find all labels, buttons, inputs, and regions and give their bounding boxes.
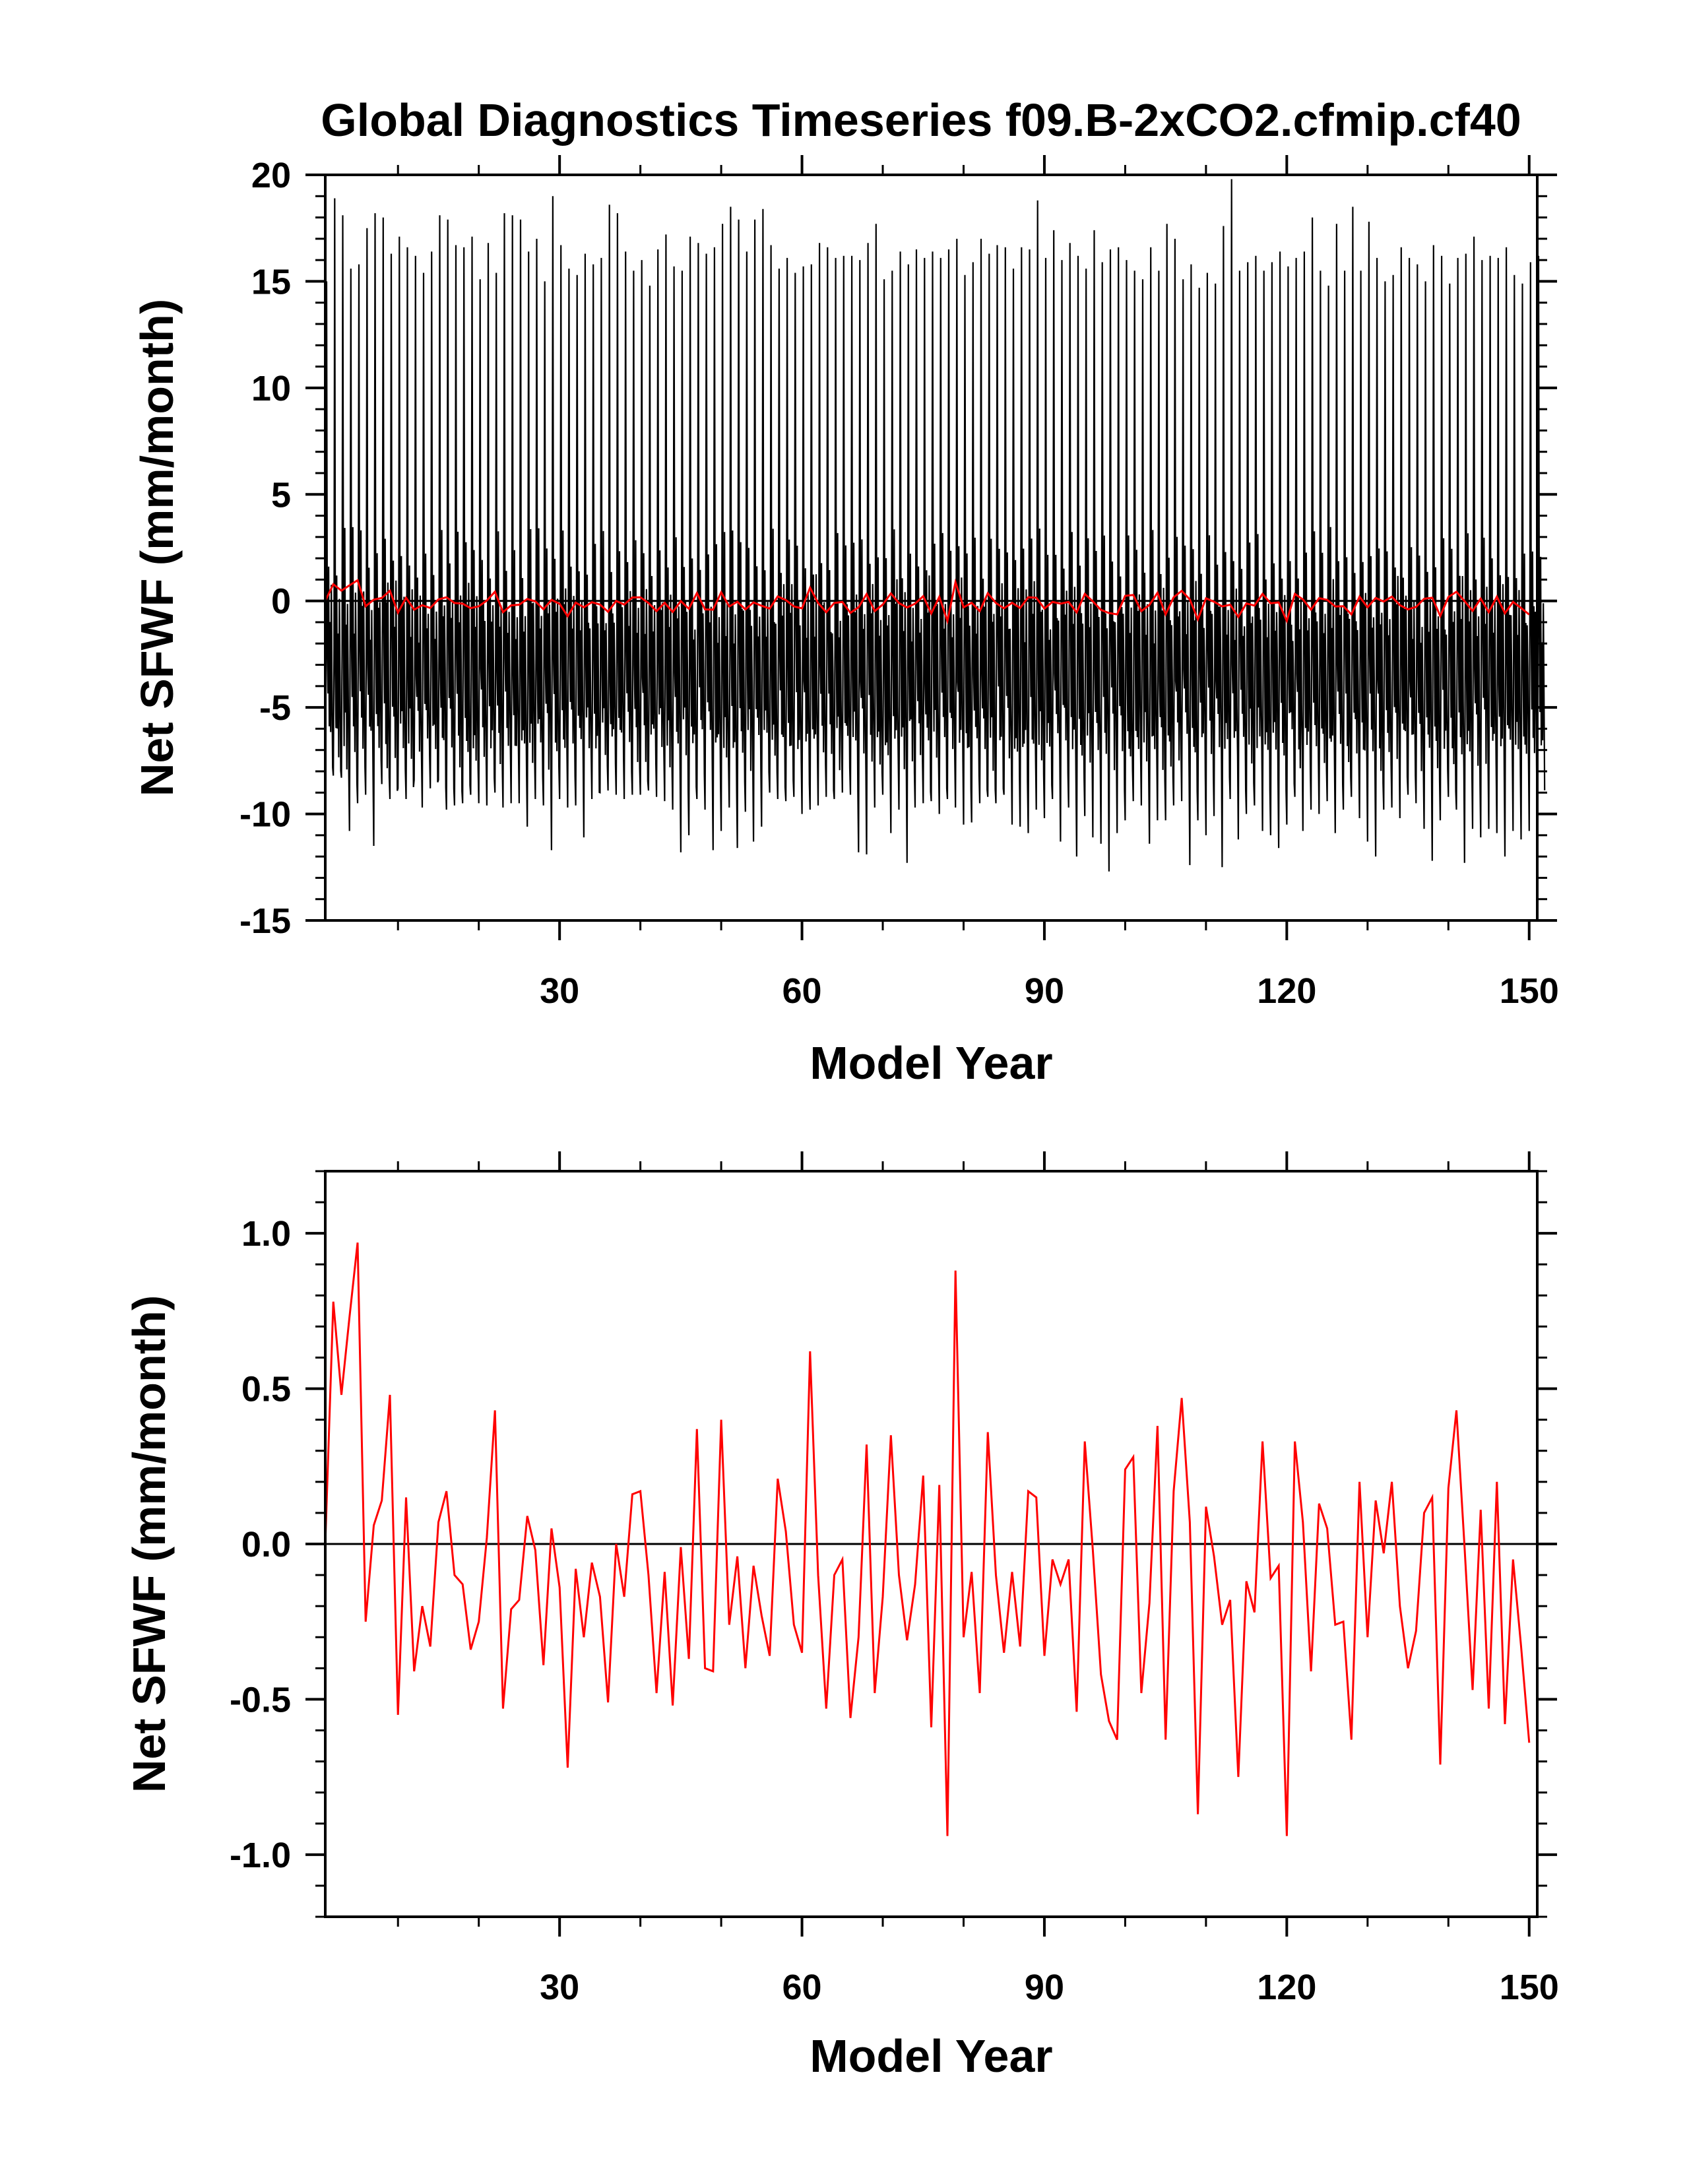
x-tick-label: 60	[782, 971, 822, 1011]
y-tick-label: 15	[251, 262, 291, 302]
x-tick-label: 30	[540, 1968, 579, 2007]
annual-mean-series-line	[324, 1242, 1531, 1836]
bottom-panel-series	[324, 1242, 1537, 1836]
y-tick-label: -1.0	[230, 1836, 291, 1875]
y-tick-label: -5	[259, 688, 291, 728]
annual-mean-series-line	[324, 578, 1530, 625]
bottom-panel: 30 60 90 120 150 -1.0 -0.5 0.0 0.5 1.0 Model Year…	[123, 1151, 1559, 2082]
bottom-panel-ticks: 30 60 90 120 150 -1.0 -0.5 0.0 0.5 1.0	[230, 1151, 1559, 2007]
y-tick-label: -10	[239, 795, 291, 835]
x-tick-label: 90	[1025, 1968, 1064, 2007]
y-tick-label: 0	[271, 582, 291, 622]
top-panel-x-axis-label: Model Year	[810, 1037, 1052, 1089]
top-panel-ticks: 30 60 90 120 150 -15 -10 -5 0 5 10 15 20	[239, 155, 1559, 1011]
bottom-panel-frame	[324, 1170, 1539, 1918]
x-tick-label: 120	[1257, 971, 1316, 1011]
x-tick-label: 90	[1025, 971, 1064, 1011]
bottom-panel-x-axis-label: Model Year	[810, 2030, 1052, 2082]
monthly-series-line	[324, 179, 1546, 872]
bottom-panel-y-axis-label: Net SFWF (mm/month)	[123, 1295, 175, 1793]
top-panel-y-axis-label: Net SFWF (mm/month)	[131, 299, 183, 796]
x-tick-label: 60	[782, 1968, 822, 2007]
x-tick-label: 150	[1500, 971, 1559, 1011]
x-tick-label: 30	[540, 971, 579, 1011]
top-panel-frame	[324, 174, 1539, 922]
top-panel-series	[324, 179, 1546, 872]
y-tick-label: 20	[251, 156, 291, 195]
y-tick-label: 0.0	[241, 1525, 291, 1564]
chart-title: Global Diagnostics Timeseries f09.B-2xCO…	[321, 94, 1521, 146]
y-tick-label: -15	[239, 901, 291, 941]
x-tick-label: 120	[1257, 1968, 1316, 2007]
x-tick-label: 150	[1500, 1968, 1559, 2007]
y-tick-label: 0.5	[241, 1370, 291, 1409]
y-tick-label: 10	[251, 369, 291, 408]
y-tick-label: 5	[271, 475, 291, 515]
y-tick-label: -0.5	[230, 1680, 291, 1719]
y-tick-label: 1.0	[241, 1214, 291, 1254]
